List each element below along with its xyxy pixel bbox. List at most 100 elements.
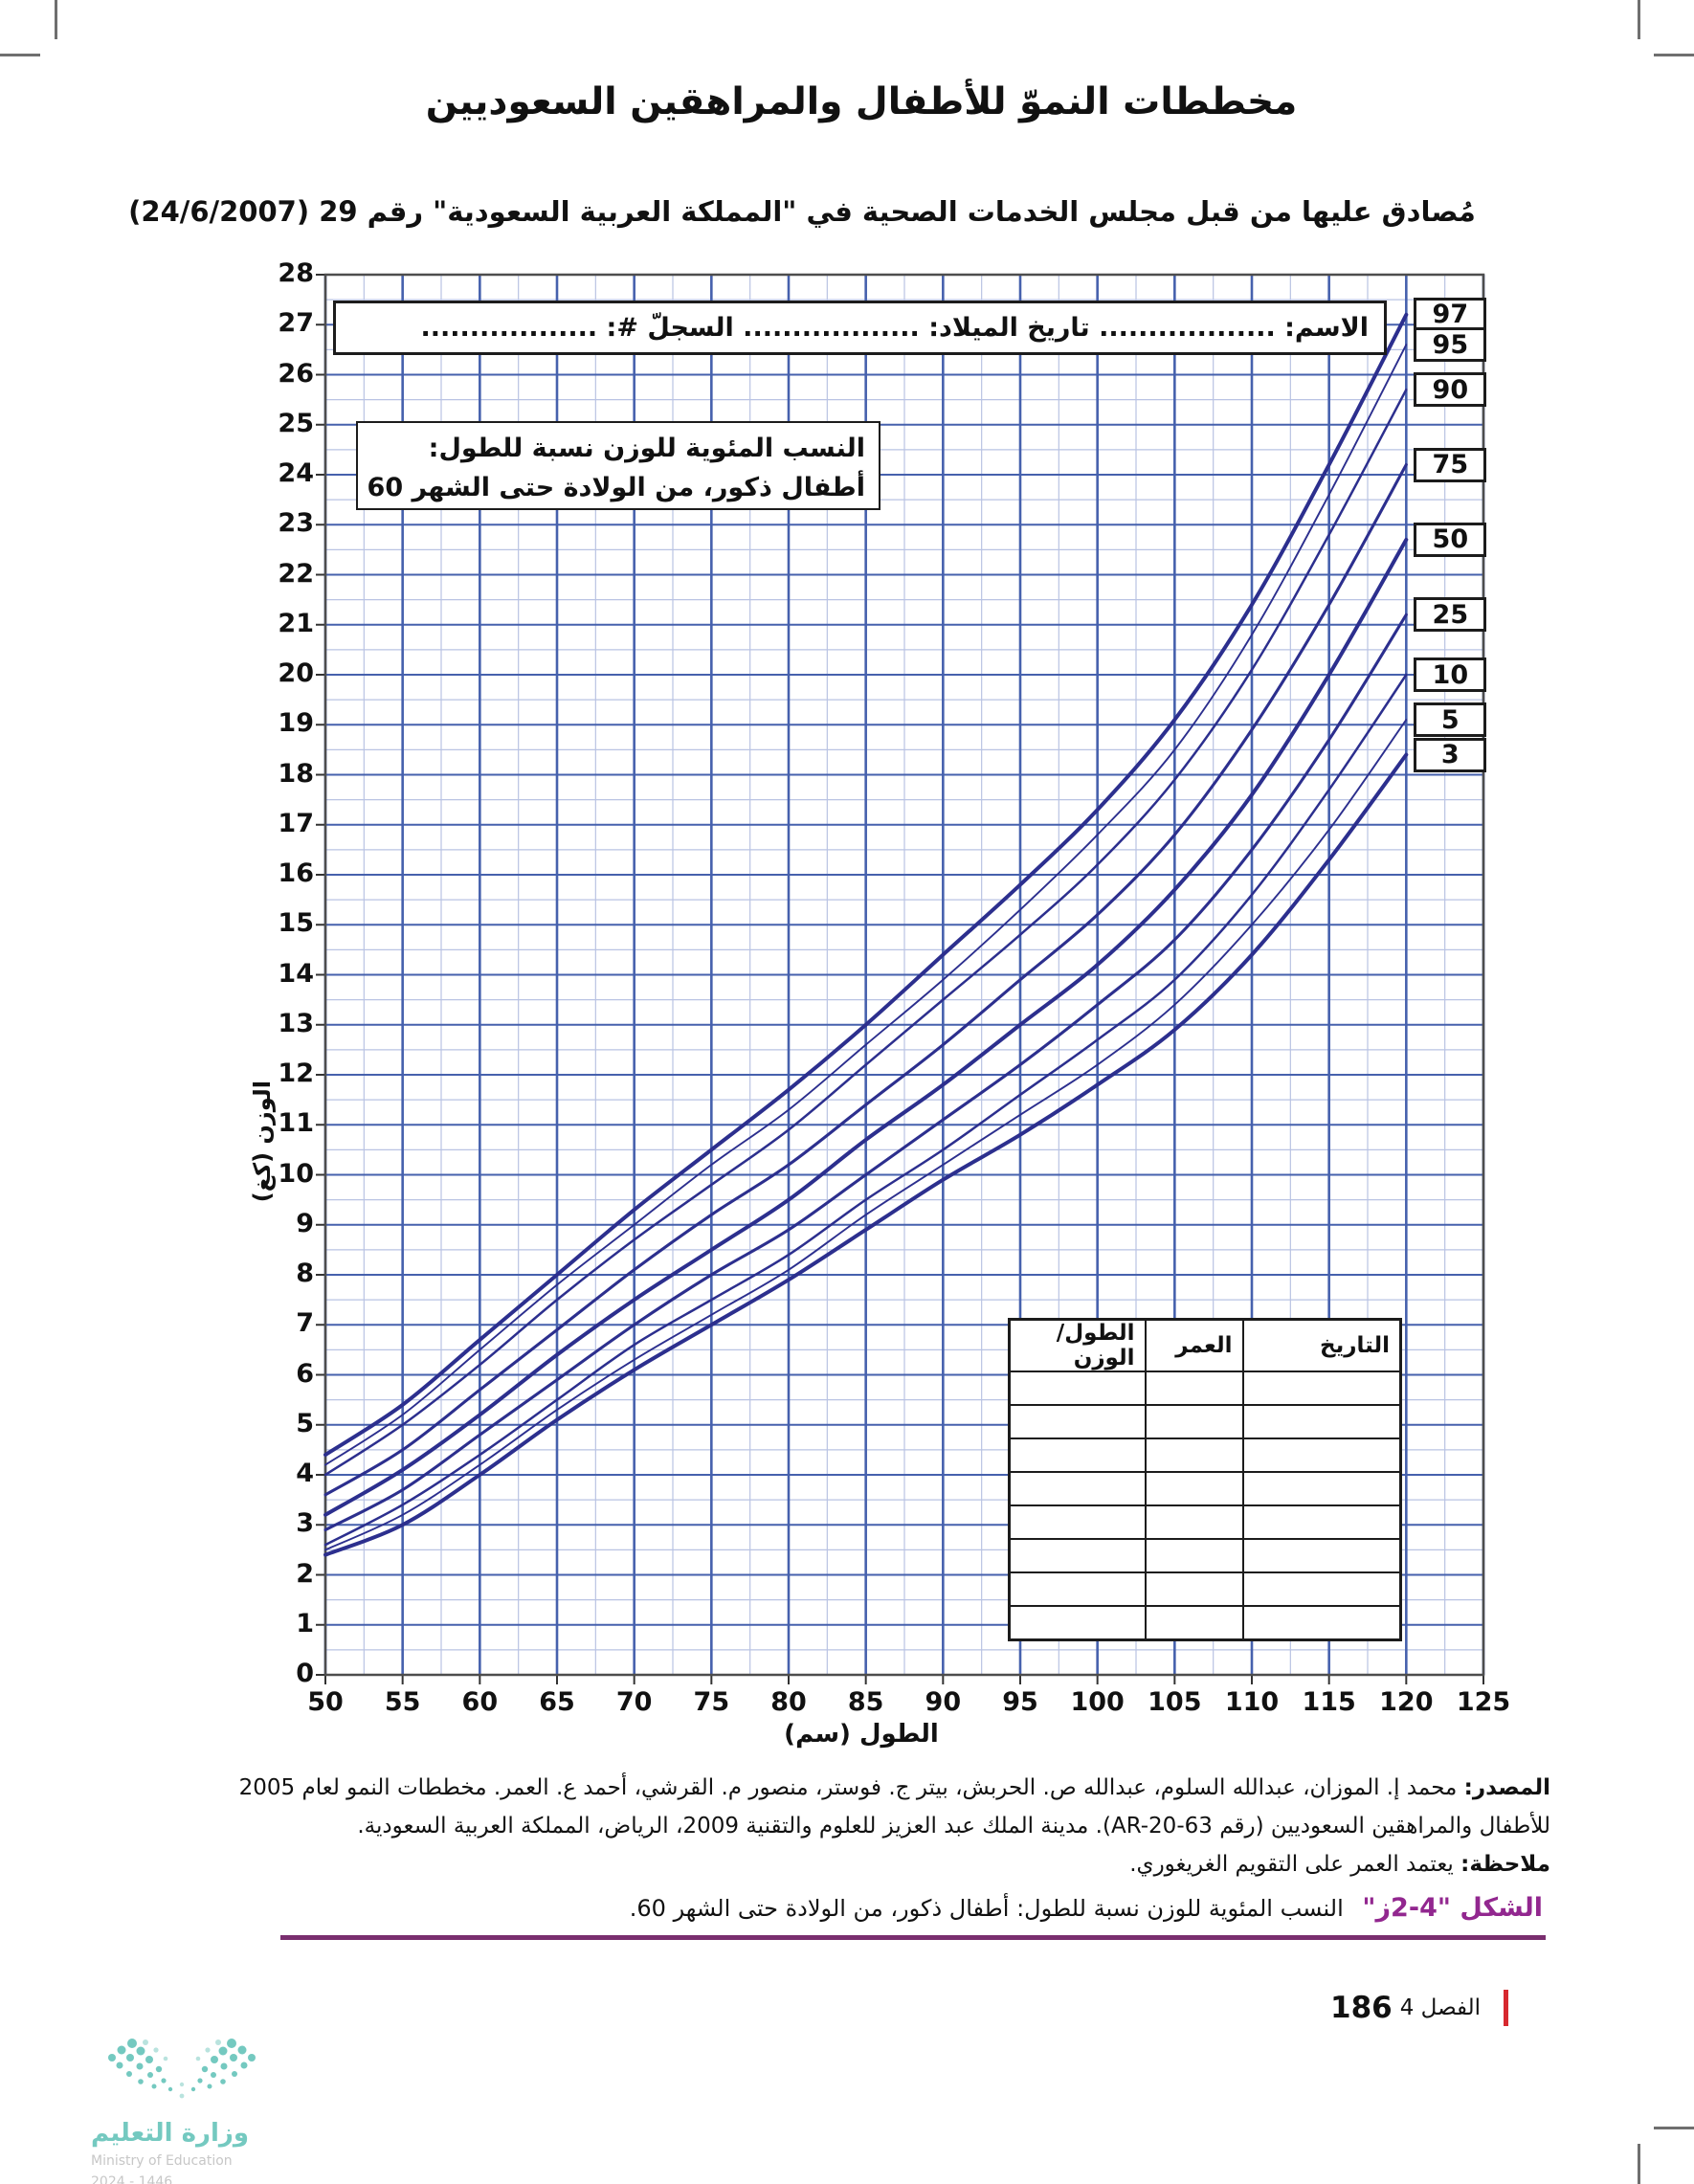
percentile-curve-5 [324,719,1408,1551]
record-table-row [1008,1404,1402,1439]
y-tick-label-12: 12 [278,1059,314,1088]
y-tick-label-21: 21 [278,608,314,638]
record-table-cell [1241,1471,1402,1506]
record-table-row [1008,1605,1402,1640]
record-table-cell [1008,1371,1147,1406]
x-tick-label-105: 105 [1148,1687,1202,1717]
record-table-cell [1144,1404,1244,1439]
y-tick-label-17: 17 [278,808,314,838]
record-table-row [1008,1471,1402,1506]
percentile-label-5: 5 [1414,702,1487,738]
record-table-cell [1241,1504,1402,1540]
record-table-cell [1241,1538,1402,1573]
percentile-label-3: 3 [1414,737,1487,772]
source-line-2: للأطفال والمراهقين السعوديين (رقم AR-20-… [357,1814,1550,1839]
page-number: 186 [1330,1991,1393,2025]
record-table-row [1008,1538,1402,1573]
figure-caption-text: النسب المئوية للوزن نسبة للطول: أطفال ذك… [629,1895,1344,1922]
x-tick-label-50: 50 [307,1687,344,1717]
percentile-curve-75 [323,463,1408,1497]
y-tick-label-15: 15 [278,908,314,939]
record-table-cell [1008,1605,1147,1640]
y-tick-label-18: 18 [278,758,314,789]
source-block: المصدر: محمد إ. الموزان، عبدالله السلوم،… [172,1769,1550,1883]
y-tick-label-3: 3 [296,1508,314,1539]
note-label: ملاحظة: [1460,1852,1550,1877]
page-subtitle: مُصادق عليها من قبل مجلس الخدمات الصحية … [128,195,1476,228]
record-table-row [1008,1371,1402,1406]
record-table-cell [1144,1371,1244,1406]
record-table-cell [1008,1404,1147,1439]
x-tick-label-90: 90 [925,1687,962,1717]
source-line-1: المصدر: محمد إ. الموزان، عبدالله السلوم،… [238,1775,1550,1800]
y-tick-label-14: 14 [278,958,314,989]
crop-mark-top-left-h [0,54,40,56]
chart-info-line2: أطفال ذكور، من الولادة حتى الشهر 60 [367,473,865,502]
y-tick-label-4: 4 [296,1459,314,1488]
growth-chart-plot-area: 97 95 90 75 50 25 10 5 3 [316,273,1487,1684]
x-tick-label-95: 95 [1002,1687,1038,1717]
record-table-cell [1241,1437,1402,1473]
y-tick-label-7: 7 [296,1308,314,1339]
percentile-curve-90 [323,388,1408,1477]
y-tick-label-19: 19 [278,708,314,739]
record-table-cell [1008,1471,1147,1506]
x-tick-label-70: 70 [615,1687,653,1717]
percentile-label-90: 90 [1414,372,1487,408]
x-tick-label-80: 80 [770,1687,807,1717]
record-table-row [1008,1504,1402,1540]
record-table-cell [1241,1571,1402,1607]
x-tick-label-125: 125 [1456,1687,1511,1717]
record-table-cell [1241,1371,1402,1406]
record-table-row [1008,1437,1402,1473]
record-table-cell [1008,1538,1147,1573]
chapter-label: الفصل 4 [1399,1995,1482,2020]
record-table-header-1: العمر [1144,1318,1244,1372]
crop-mark-top-right-v [1638,0,1640,39]
percentile-label-95: 95 [1414,327,1487,363]
record-table-cell [1144,1538,1244,1573]
ministry-logo-wordmark: وزارة التعليم [91,2119,249,2148]
page-title: مخططات النموّ للأطفال والمراهقين السعودي… [425,80,1298,123]
x-tick-label-55: 55 [384,1687,421,1717]
percentile-curve-10 [323,673,1408,1547]
footer-accent-bar [1504,1990,1509,2026]
y-tick-label-23: 23 [278,508,314,539]
crop-mark-bottom-right-v [1638,2144,1640,2184]
y-tick-label-20: 20 [278,658,314,688]
ministry-logo: وزارة التعليم Ministry of Education 2024… [91,2029,330,2184]
caption-divider-rule [280,1935,1546,1940]
y-tick-label-6: 6 [296,1358,314,1389]
y-tick-label-10: 10 [278,1158,314,1189]
x-tick-label-110: 110 [1224,1687,1280,1717]
x-tick-label-75: 75 [693,1687,730,1717]
percentile-curve-3 [323,752,1409,1557]
x-tick-label-115: 115 [1302,1687,1356,1717]
ministry-logo-en: Ministry of Education [91,2153,233,2169]
y-tick-label-5: 5 [296,1408,314,1438]
y-tick-label-27: 27 [278,308,314,339]
y-tick-label-13: 13 [278,1008,314,1038]
y-tick-label-22: 22 [278,558,314,589]
record-table-header-row: التاريخ العمر الطول/الوزن [1008,1318,1402,1372]
record-table-cell [1144,1605,1244,1640]
record-table-header-0: التاريخ [1241,1318,1402,1372]
crop-mark-bottom-right-h [1654,2127,1694,2129]
percentile-label-25: 25 [1414,597,1487,633]
y-tick-label-28: 28 [278,258,314,288]
measurement-record-table: التاريخ العمر الطول/الوزن [1008,1318,1402,1641]
patient-info-box: الاسم: .................. تاريخ الميلاد:… [333,301,1387,355]
crop-mark-top-left-v [55,0,57,39]
percentile-curve-25 [323,613,1408,1532]
y-tick-label-0: 0 [296,1659,314,1688]
record-table-cell [1008,1437,1147,1473]
record-table-cell [1008,1571,1147,1607]
record-table-cell [1241,1605,1402,1640]
x-tick-label-85: 85 [847,1687,884,1717]
record-table-cell [1008,1504,1147,1540]
x-tick-label-60: 60 [461,1687,499,1717]
x-axis-title: الطول (سم) [784,1720,939,1749]
x-tick-label-65: 65 [539,1687,575,1717]
record-table-cell [1241,1404,1402,1439]
